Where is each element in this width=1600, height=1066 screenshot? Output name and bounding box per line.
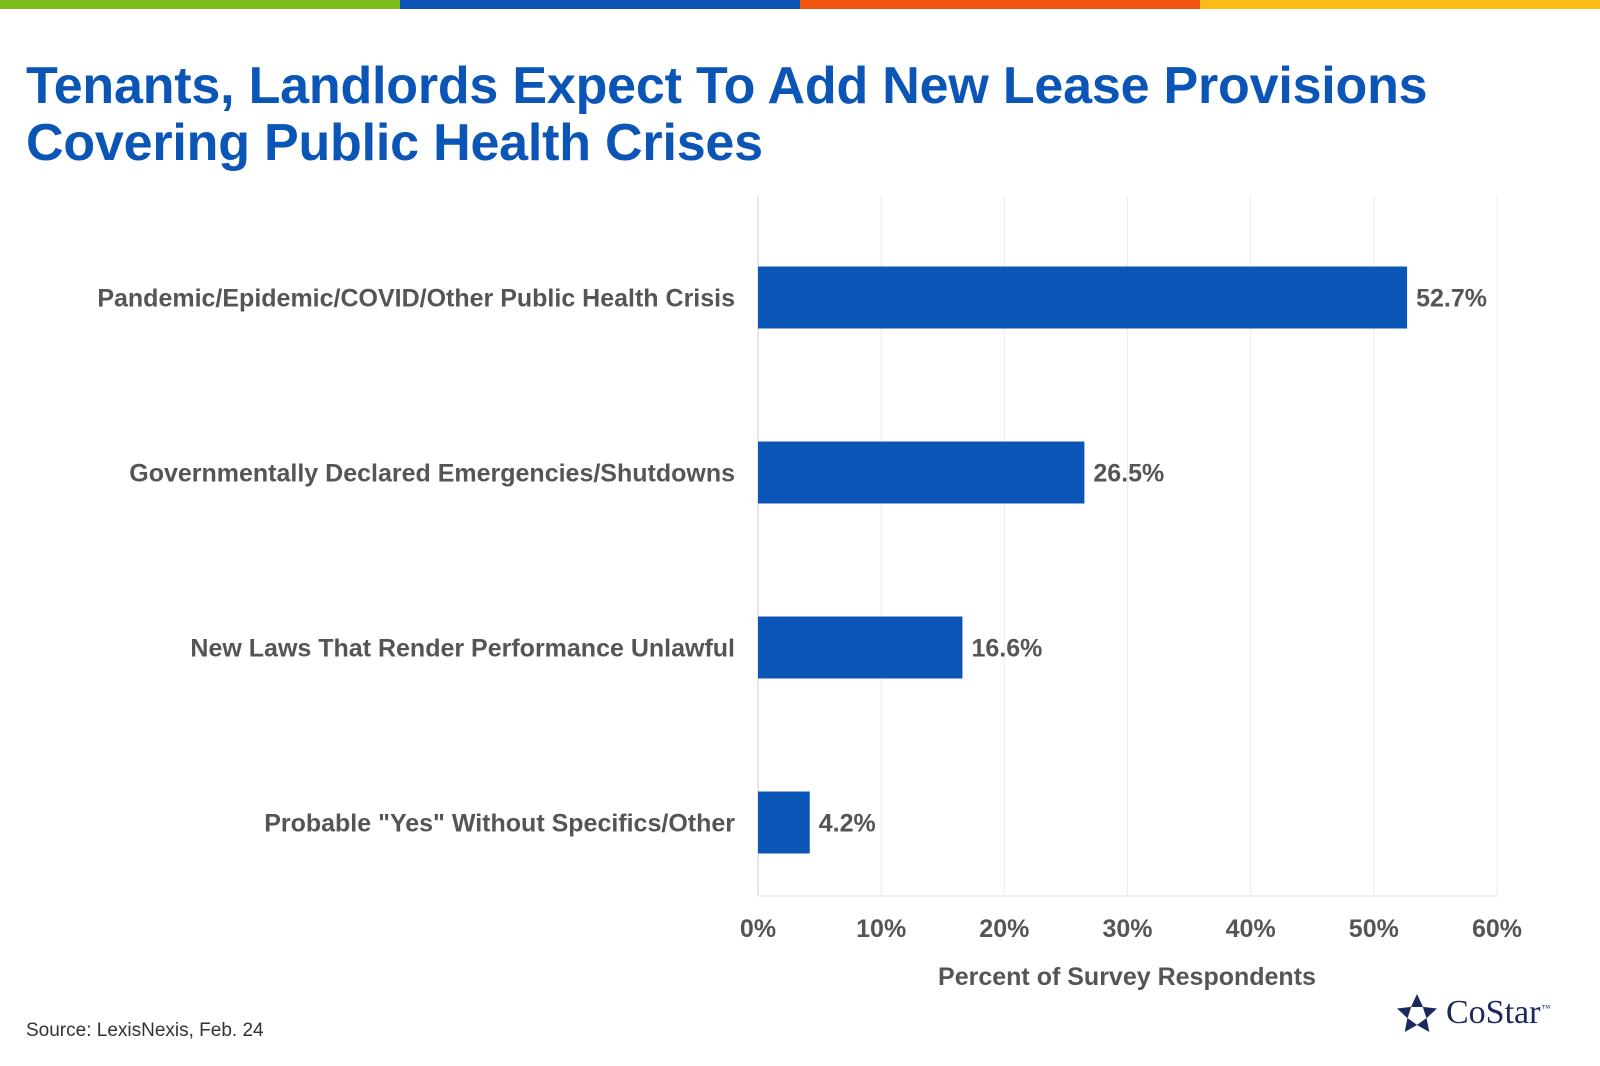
bar <box>758 616 963 679</box>
value-label: 16.6% <box>971 635 1042 663</box>
x-tick-label: 0% <box>740 915 776 943</box>
value-label: 4.2% <box>819 810 876 838</box>
labels: 0% 10% 20% 30% 40% 50% 60% Pandemic/Epidemic/CO… <box>97 285 1522 944</box>
value-label: 52.7% <box>1416 285 1487 313</box>
x-tick-label: 60% <box>1472 915 1522 943</box>
top-bar-green <box>0 0 400 9</box>
bar <box>758 441 1085 504</box>
x-tick-label: 10% <box>856 915 906 943</box>
top-bar-yellow <box>1200 0 1600 9</box>
category-label: Probable "Yes" Without Specifics/Other <box>264 810 735 838</box>
x-axis-title: Percent of Survey Respondents <box>938 963 1316 991</box>
title-line-2: Covering Public Health Crises <box>26 114 763 172</box>
color-top-bar <box>0 0 1600 9</box>
bar <box>758 791 810 854</box>
x-tick-label: 30% <box>1102 915 1152 943</box>
category-label: Governmentally Declared Emergencies/Shut… <box>129 460 735 488</box>
x-tick-label: 20% <box>979 915 1029 943</box>
value-label: 26.5% <box>1093 460 1164 488</box>
logo-text: CoStar <box>1446 994 1541 1031</box>
logo-trademark: ™ <box>1541 1002 1551 1013</box>
x-tick-label: 40% <box>1226 915 1276 943</box>
bar <box>758 266 1408 329</box>
page-title: Tenants, Landlords Expect To Add New Lea… <box>26 58 1566 172</box>
title-line-1: Tenants, Landlords Expect To Add New Lea… <box>26 57 1428 115</box>
top-bar-orange <box>800 0 1200 9</box>
costar-star-icon <box>1397 994 1437 1032</box>
source-note: Source: LexisNexis, Feb. 24 <box>26 1020 264 1041</box>
category-label: New Laws That Render Performance Unlawfu… <box>190 635 735 663</box>
top-bar-blue <box>400 0 800 9</box>
bars <box>758 266 1408 854</box>
category-label: Pandemic/Epidemic/COVID/Other Public Hea… <box>97 285 735 313</box>
costar-logo: CoStar™ <box>1390 988 1560 1044</box>
logo-wordmark: CoStar™ <box>1446 994 1550 1032</box>
x-tick-label: 50% <box>1349 915 1399 943</box>
